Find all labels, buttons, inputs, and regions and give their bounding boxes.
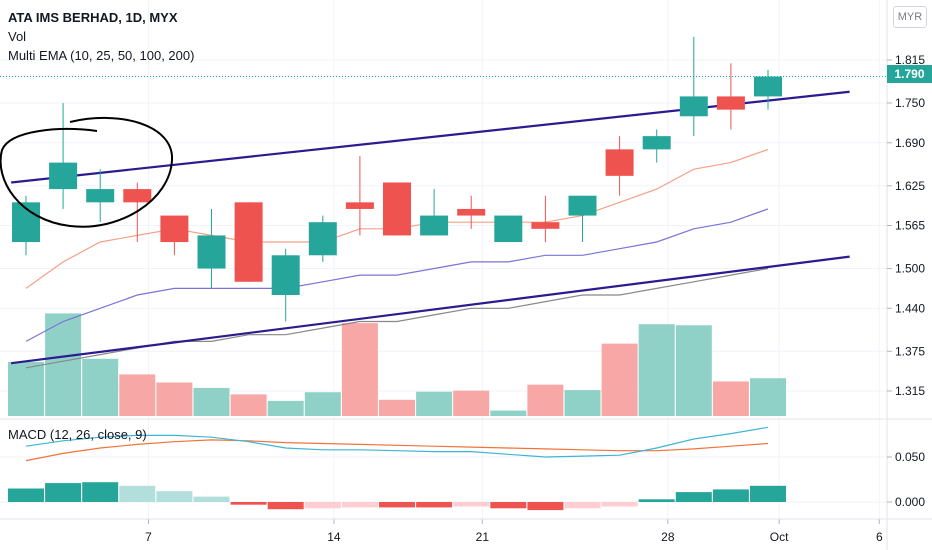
macd-line [25,426,769,458]
volume-bar [601,343,638,416]
macd-histogram-bar [750,485,786,502]
candle-body [754,76,782,97]
volume-bar [490,410,527,416]
price-tick-label: 1.500 [895,262,925,276]
candle-body [123,189,152,203]
trendline [11,255,850,365]
macd-tick-label: 0.000 [895,495,925,509]
volume-bar [379,399,415,416]
volume-bar [193,387,230,416]
macd-pane [0,426,887,511]
volume-bar [156,382,193,416]
candle-body [160,215,189,243]
macd-histogram-bar [156,491,193,502]
volume-bar [750,378,786,416]
macd-histogram-bar [230,502,267,505]
candle-body [716,96,745,110]
candle-body [531,222,560,229]
macd-histogram-bar [527,502,564,511]
macd-histogram-bar [379,502,415,508]
candle-body [234,202,263,282]
macd-histogram-bar [119,485,156,502]
price-tick-label: 1.815 [895,53,925,67]
time-tick-label: 6 [876,530,883,544]
macd-histogram-bar [675,492,712,502]
volume-legend[interactable]: Vol [8,29,27,44]
volume-bar [304,392,341,416]
ema-legend[interactable]: Multi EMA (10, 25, 50, 100, 200) [8,48,195,63]
volume-bar [712,381,749,416]
macd-histogram-bar [304,502,341,509]
candle-body [420,215,449,236]
macd-histogram-bar [712,489,749,502]
macd-histogram-bar [490,502,527,509]
price-tick-label: 1.750 [895,96,925,110]
macd-legend[interactable]: MACD (12, 26, close, 9) [8,427,147,442]
price-axis[interactable]: 1.815 1.750 1.690 1.625 1.565 1.500 1.440 1.375… [887,53,925,398]
volume-bar [119,374,156,416]
macd-tick-label: 0.050 [895,450,925,464]
time-axis[interactable]: 7 14 21 28 Oct 6 [0,518,932,544]
candle-body [494,215,523,243]
volume-bar [45,313,82,416]
candle-body [308,222,337,256]
candle-body [345,202,374,209]
macd-histogram-bar [564,502,601,509]
trendlines[interactable] [11,90,850,365]
ema-mid-line [25,208,769,342]
candle-body [642,136,671,150]
macd-histogram-bar [267,502,304,510]
trendline [11,90,850,184]
time-tick-label: 21 [476,530,490,544]
time-tick-label: 7 [145,530,152,544]
price-tick-label: 1.315 [895,384,925,398]
candle-body [568,195,597,216]
macd-histogram-bar [601,502,638,507]
volume-bar [341,323,378,416]
volume-bar [8,362,44,416]
price-tick-label: 1.440 [895,301,925,315]
macd-histogram-bar [82,482,119,502]
volume-bar [267,400,304,416]
last-price-tag: 1.790 [887,65,932,83]
time-tick-label: Oct [770,530,789,544]
macd-histogram-bar [453,502,490,507]
macd-histogram-bar [341,502,378,508]
candle-body [605,149,634,176]
candle-body [383,182,411,236]
candle-body [197,235,226,269]
time-tick-label: 28 [661,530,675,544]
volume-bar [675,325,712,416]
chart-legend: ATA IMS BERHAD, 1D, MYX Vol Multi EMA (1… [8,8,194,65]
candle-body [679,96,708,117]
volume-bar [527,384,564,416]
candle-body [271,255,300,296]
candles [12,36,782,322]
volume-bars [8,313,786,416]
price-tick-label: 1.690 [895,136,925,150]
price-tick-label: 1.625 [895,179,925,193]
macd-histogram-bar [193,496,230,502]
time-tick-label: 14 [327,530,341,544]
candle-body [49,162,78,190]
currency-button[interactable]: MYR [893,6,927,28]
price-tick-label: 1.375 [895,344,925,358]
volume-bar [230,394,267,416]
symbol-title[interactable]: ATA IMS BERHAD, 1D, MYX [8,10,178,25]
macd-histogram-bar [8,488,44,502]
macd-histogram-bar [638,499,675,502]
hand-drawn-circle[interactable] [0,116,174,228]
volume-bar [564,390,601,416]
macd-axis[interactable]: 0.050 0.000 [887,450,925,509]
volume-bar [416,391,453,416]
macd-histogram-bar [416,502,453,508]
volume-bar [82,358,119,416]
price-tick-label: 1.565 [895,219,925,233]
volume-bar [638,324,675,416]
volume-bar [453,390,490,416]
macd-histogram-bar [45,483,82,502]
candle-body [457,208,486,216]
candle-body [86,189,115,203]
